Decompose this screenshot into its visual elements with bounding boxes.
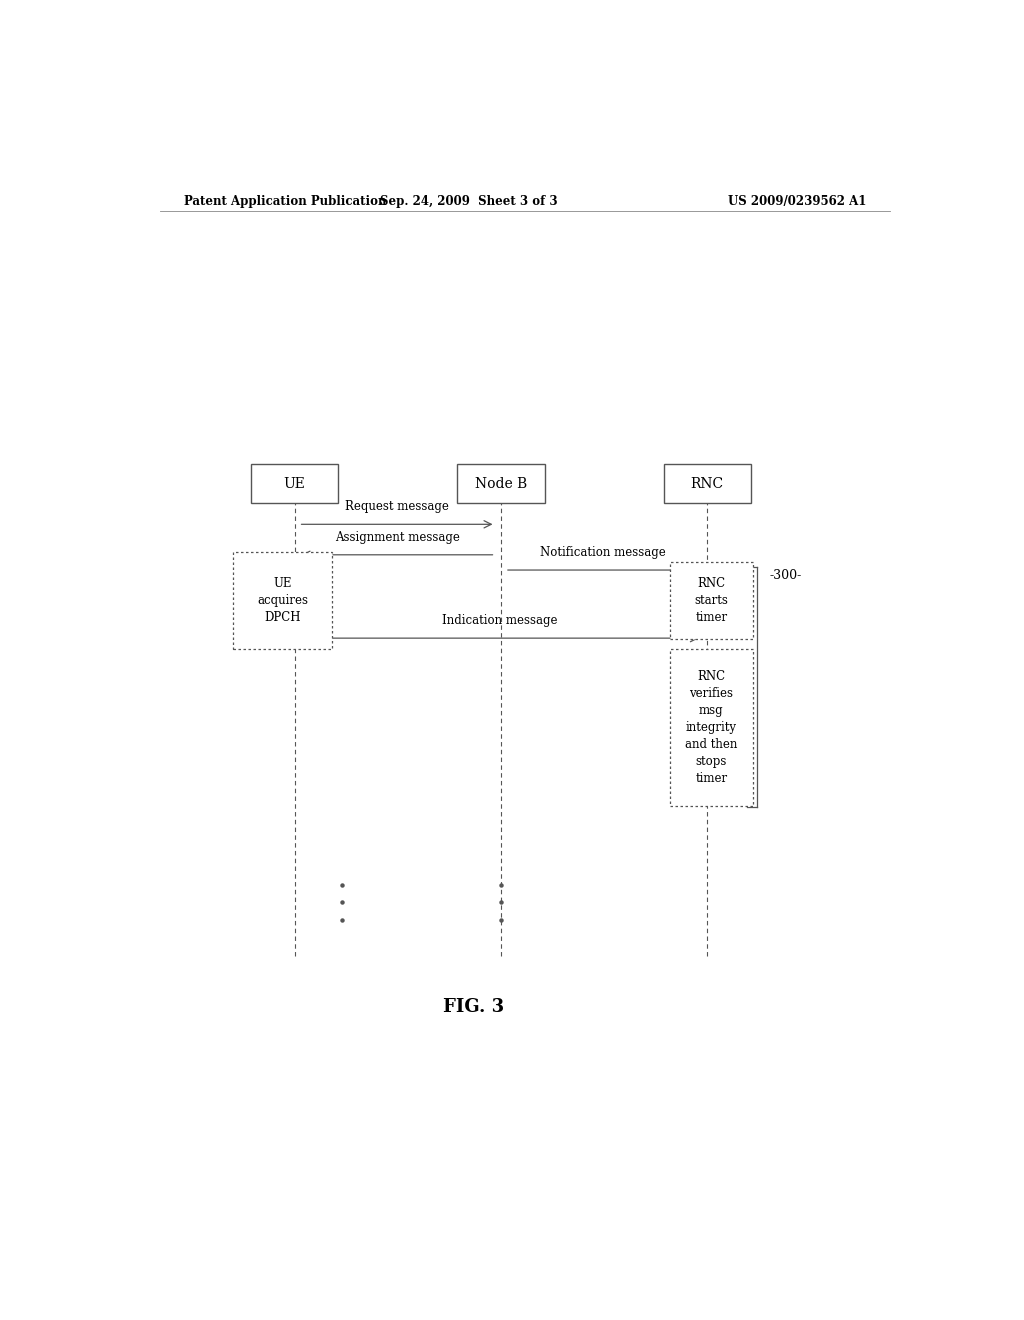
Text: Indication message: Indication message (442, 614, 558, 627)
Text: UE: UE (284, 477, 305, 491)
Text: FIG. 3: FIG. 3 (442, 998, 504, 1016)
Text: -300-: -300- (769, 569, 802, 582)
Bar (664, 465, 751, 503)
Text: Request message: Request message (345, 500, 449, 513)
Text: Notification message: Notification message (541, 546, 667, 558)
Bar (670, 562, 753, 639)
Bar (670, 649, 753, 807)
Bar (233, 552, 333, 649)
Bar (458, 465, 545, 503)
Text: UE
acquires
DPCH: UE acquires DPCH (257, 577, 308, 624)
Text: Patent Application Publication: Patent Application Publication (183, 194, 386, 207)
Text: Assignment message: Assignment message (335, 531, 460, 544)
Text: Node B: Node B (475, 477, 527, 491)
Bar (251, 465, 338, 503)
Text: RNC
starts
timer: RNC starts timer (694, 577, 728, 624)
Text: RNC: RNC (691, 477, 724, 491)
Text: RNC
verifies
msg
integrity
and then
stops
timer: RNC verifies msg integrity and then stop… (685, 671, 737, 785)
Text: US 2009/0239562 A1: US 2009/0239562 A1 (728, 194, 866, 207)
Text: Sep. 24, 2009  Sheet 3 of 3: Sep. 24, 2009 Sheet 3 of 3 (381, 194, 558, 207)
